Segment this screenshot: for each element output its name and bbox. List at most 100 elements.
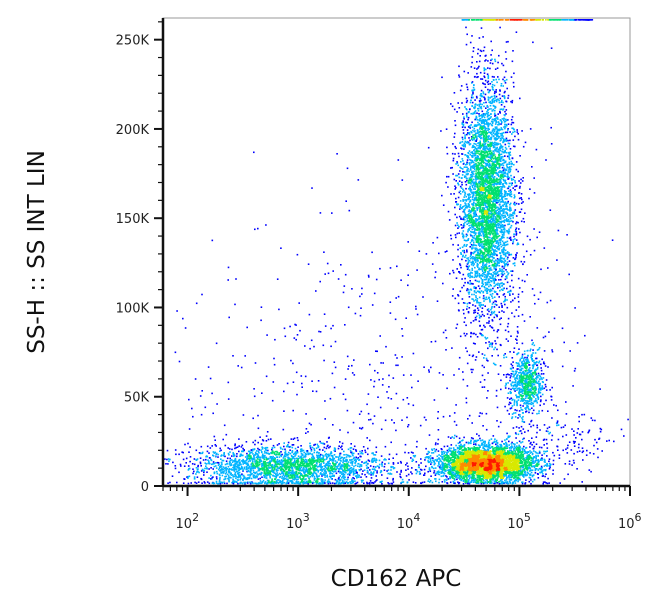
event-dot	[471, 269, 474, 271]
event-dot	[487, 99, 490, 101]
event-dot	[489, 89, 491, 91]
event-dot	[496, 260, 498, 262]
event-dot	[508, 230, 511, 233]
event-dot	[474, 174, 477, 177]
event-dot	[479, 176, 481, 178]
event-dot	[477, 235, 479, 238]
event-dot	[478, 257, 481, 259]
event-dot	[454, 153, 456, 155]
event-dot	[488, 131, 490, 133]
event-dot	[510, 177, 513, 180]
event-dot	[490, 220, 492, 223]
event-dot	[501, 201, 503, 203]
event-dot	[502, 140, 505, 143]
event-dot	[508, 142, 511, 145]
event-dot	[463, 321, 466, 323]
event-dot	[487, 76, 490, 78]
event-dot	[470, 96, 473, 99]
event-dot	[494, 137, 496, 139]
event-dot	[481, 230, 483, 232]
event-dot	[492, 154, 494, 157]
event-dot	[465, 206, 467, 209]
event-dot	[510, 184, 513, 186]
event-dot	[486, 258, 488, 261]
event-dot	[476, 194, 478, 197]
event-dot	[472, 243, 475, 246]
event-dot	[470, 165, 472, 168]
event-dot	[462, 226, 465, 229]
event-dot	[461, 168, 464, 170]
event-dot	[519, 231, 521, 234]
event-dot	[517, 242, 519, 244]
event-dot	[474, 477, 477, 480]
event-dot	[476, 104, 479, 106]
event-dot	[485, 254, 488, 256]
event-dot	[494, 236, 496, 238]
event-dot	[469, 187, 471, 189]
event-dot	[478, 181, 480, 184]
event-dot	[489, 201, 491, 204]
event-dot	[487, 192, 490, 194]
event-dot	[496, 146, 498, 149]
event-dot	[501, 310, 503, 312]
event-dot	[478, 273, 481, 275]
event-dot	[485, 263, 488, 265]
event-dot	[506, 213, 509, 215]
event-dot	[482, 283, 484, 285]
event-dot	[490, 243, 493, 246]
event-dot	[482, 91, 485, 93]
event-dot	[492, 226, 494, 228]
event-dot	[482, 223, 484, 226]
event-dot	[496, 221, 498, 223]
event-dot	[471, 198, 474, 201]
event-dot	[488, 285, 490, 288]
event-dot	[482, 167, 484, 170]
event-dot	[501, 235, 504, 237]
event-dot	[469, 199, 472, 201]
event-dot	[480, 134, 483, 137]
event-dot	[503, 91, 506, 94]
event-dot	[482, 446, 484, 448]
event-dot	[476, 273, 479, 275]
event-dot	[493, 250, 495, 253]
event-dot	[476, 226, 478, 228]
event-dot	[480, 243, 482, 245]
event-dot	[491, 176, 493, 178]
event-dot	[513, 212, 516, 215]
event-dot	[472, 89, 475, 92]
event-dot	[496, 67, 499, 69]
event-dot	[468, 291, 471, 293]
event-dot	[473, 293, 475, 296]
event-dot	[494, 58, 496, 61]
event-dot	[484, 187, 487, 189]
event-dot	[502, 78, 504, 81]
event-dot	[492, 244, 495, 247]
event-dot	[478, 142, 480, 144]
event-dot	[471, 275, 473, 278]
event-dot	[475, 220, 477, 223]
event-dot	[504, 263, 507, 266]
event-dot	[456, 161, 458, 163]
event-dot	[474, 175, 476, 178]
event-dot	[447, 478, 450, 480]
event-dot	[491, 101, 494, 104]
event-dot	[471, 252, 474, 254]
event-dot	[512, 217, 514, 219]
event-dot	[469, 127, 471, 129]
event-dot	[489, 277, 492, 279]
event-dot	[494, 123, 497, 125]
event-dot	[483, 181, 485, 184]
event-dot	[472, 146, 475, 148]
event-dot	[511, 182, 513, 184]
event-dot	[475, 115, 478, 118]
event-dot	[493, 119, 496, 122]
event-dot	[494, 160, 497, 162]
event-dot	[466, 169, 468, 171]
event-dot	[501, 268, 503, 271]
event-dot	[496, 246, 499, 248]
event-dot	[487, 150, 490, 153]
event-dot	[507, 40, 509, 43]
event-dot	[487, 254, 489, 256]
event-dot	[479, 140, 481, 143]
event-dot	[496, 262, 499, 264]
